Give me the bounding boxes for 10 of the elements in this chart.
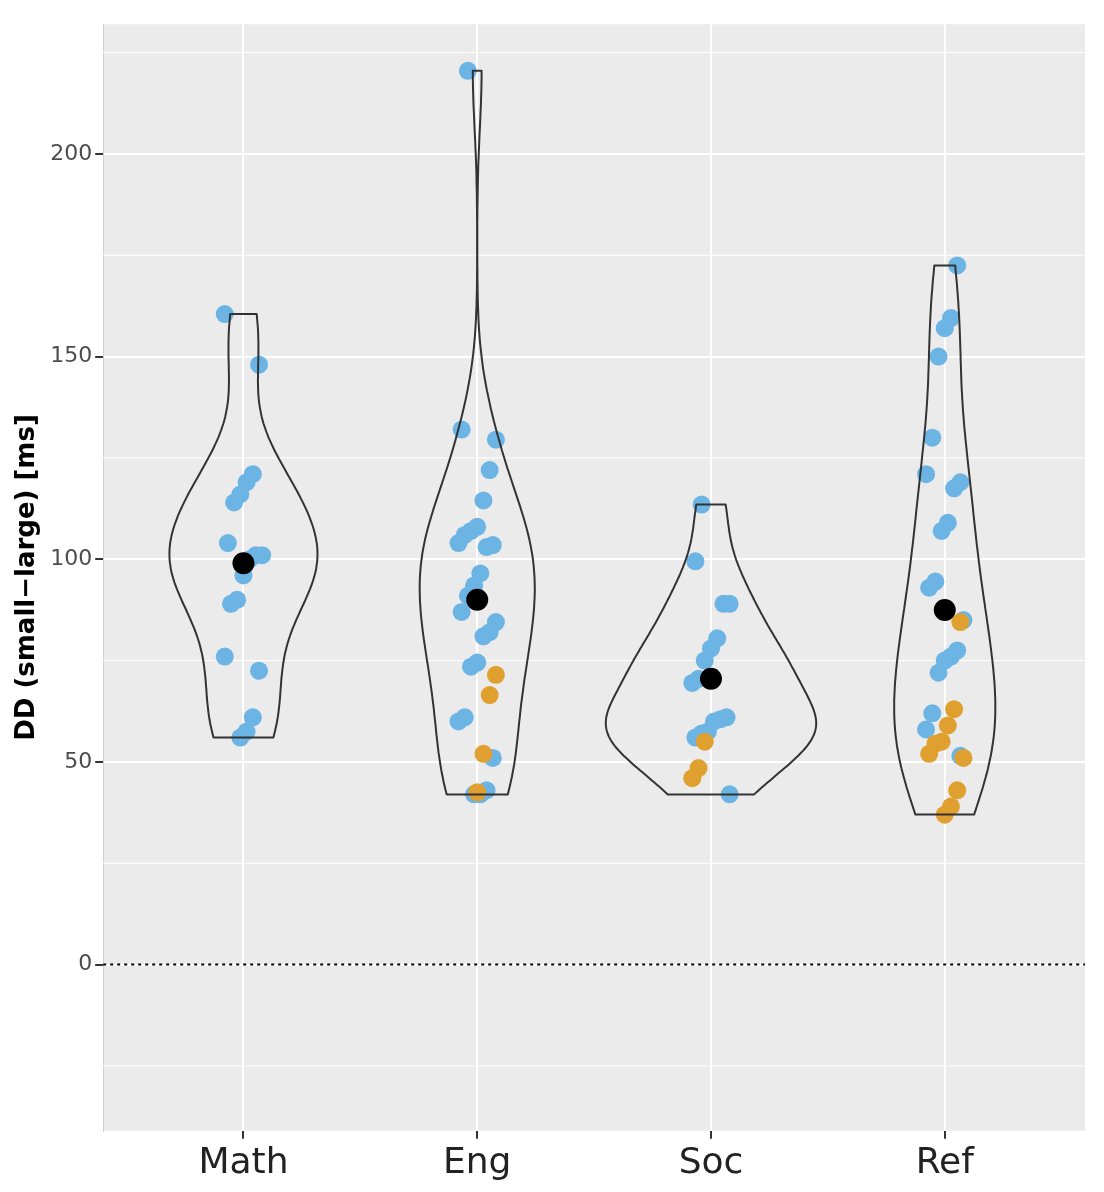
x-tick-label: Eng	[443, 1139, 512, 1181]
y-tick-label: 200	[50, 139, 93, 165]
y-tick-label: 50	[64, 747, 93, 773]
y-axis-title: DD (small−large) [ms]	[10, 414, 41, 741]
x-tick-label: Math	[198, 1139, 289, 1181]
x-tick-label: Soc	[678, 1139, 744, 1181]
y-tick-label: 150	[50, 342, 93, 368]
x-tick-label: Ref	[915, 1139, 976, 1181]
y-tick-label: 0	[78, 950, 93, 976]
y-tick-label: 100	[50, 544, 93, 570]
